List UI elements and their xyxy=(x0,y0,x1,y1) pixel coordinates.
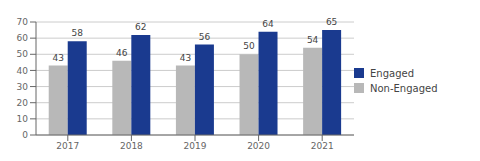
svg-text:65: 65 xyxy=(326,17,337,27)
svg-text:10: 10 xyxy=(17,114,29,124)
svg-text:54: 54 xyxy=(307,35,319,45)
svg-text:43: 43 xyxy=(180,53,191,63)
svg-text:64: 64 xyxy=(262,19,274,29)
html-text:Engaged: Engaged xyxy=(370,67,414,79)
svg-text:50: 50 xyxy=(243,41,255,51)
svg-text:30: 30 xyxy=(17,82,29,92)
svg-text:62: 62 xyxy=(135,22,146,32)
svg-text:60: 60 xyxy=(17,33,29,43)
svg-text:2017: 2017 xyxy=(56,141,79,151)
svg-text:58: 58 xyxy=(71,28,83,38)
svg-text:2021: 2021 xyxy=(311,141,334,151)
svg-text:46: 46 xyxy=(116,48,128,58)
svg-text:2020: 2020 xyxy=(247,141,270,151)
svg-text:0: 0 xyxy=(22,130,28,140)
svg-text:43: 43 xyxy=(52,53,63,63)
svg-text:2018: 2018 xyxy=(120,141,143,151)
html-text:Non-Engaged: Non-Engaged xyxy=(370,82,438,94)
svg-text:2019: 2019 xyxy=(184,141,207,151)
svg-text:40: 40 xyxy=(17,66,29,76)
svg-text:50: 50 xyxy=(17,49,29,59)
svg-text:56: 56 xyxy=(199,32,211,42)
svg-text:20: 20 xyxy=(17,98,29,108)
svg-text:70: 70 xyxy=(17,17,29,27)
